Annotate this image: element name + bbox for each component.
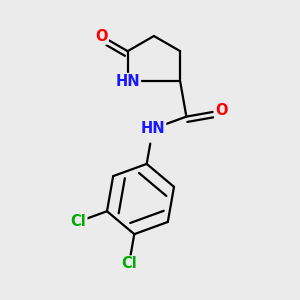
Text: HN: HN: [115, 74, 140, 89]
Text: Cl: Cl: [121, 256, 137, 272]
Text: O: O: [215, 103, 228, 118]
Text: Cl: Cl: [70, 214, 86, 229]
Text: O: O: [95, 28, 108, 44]
Text: HN: HN: [141, 121, 165, 136]
